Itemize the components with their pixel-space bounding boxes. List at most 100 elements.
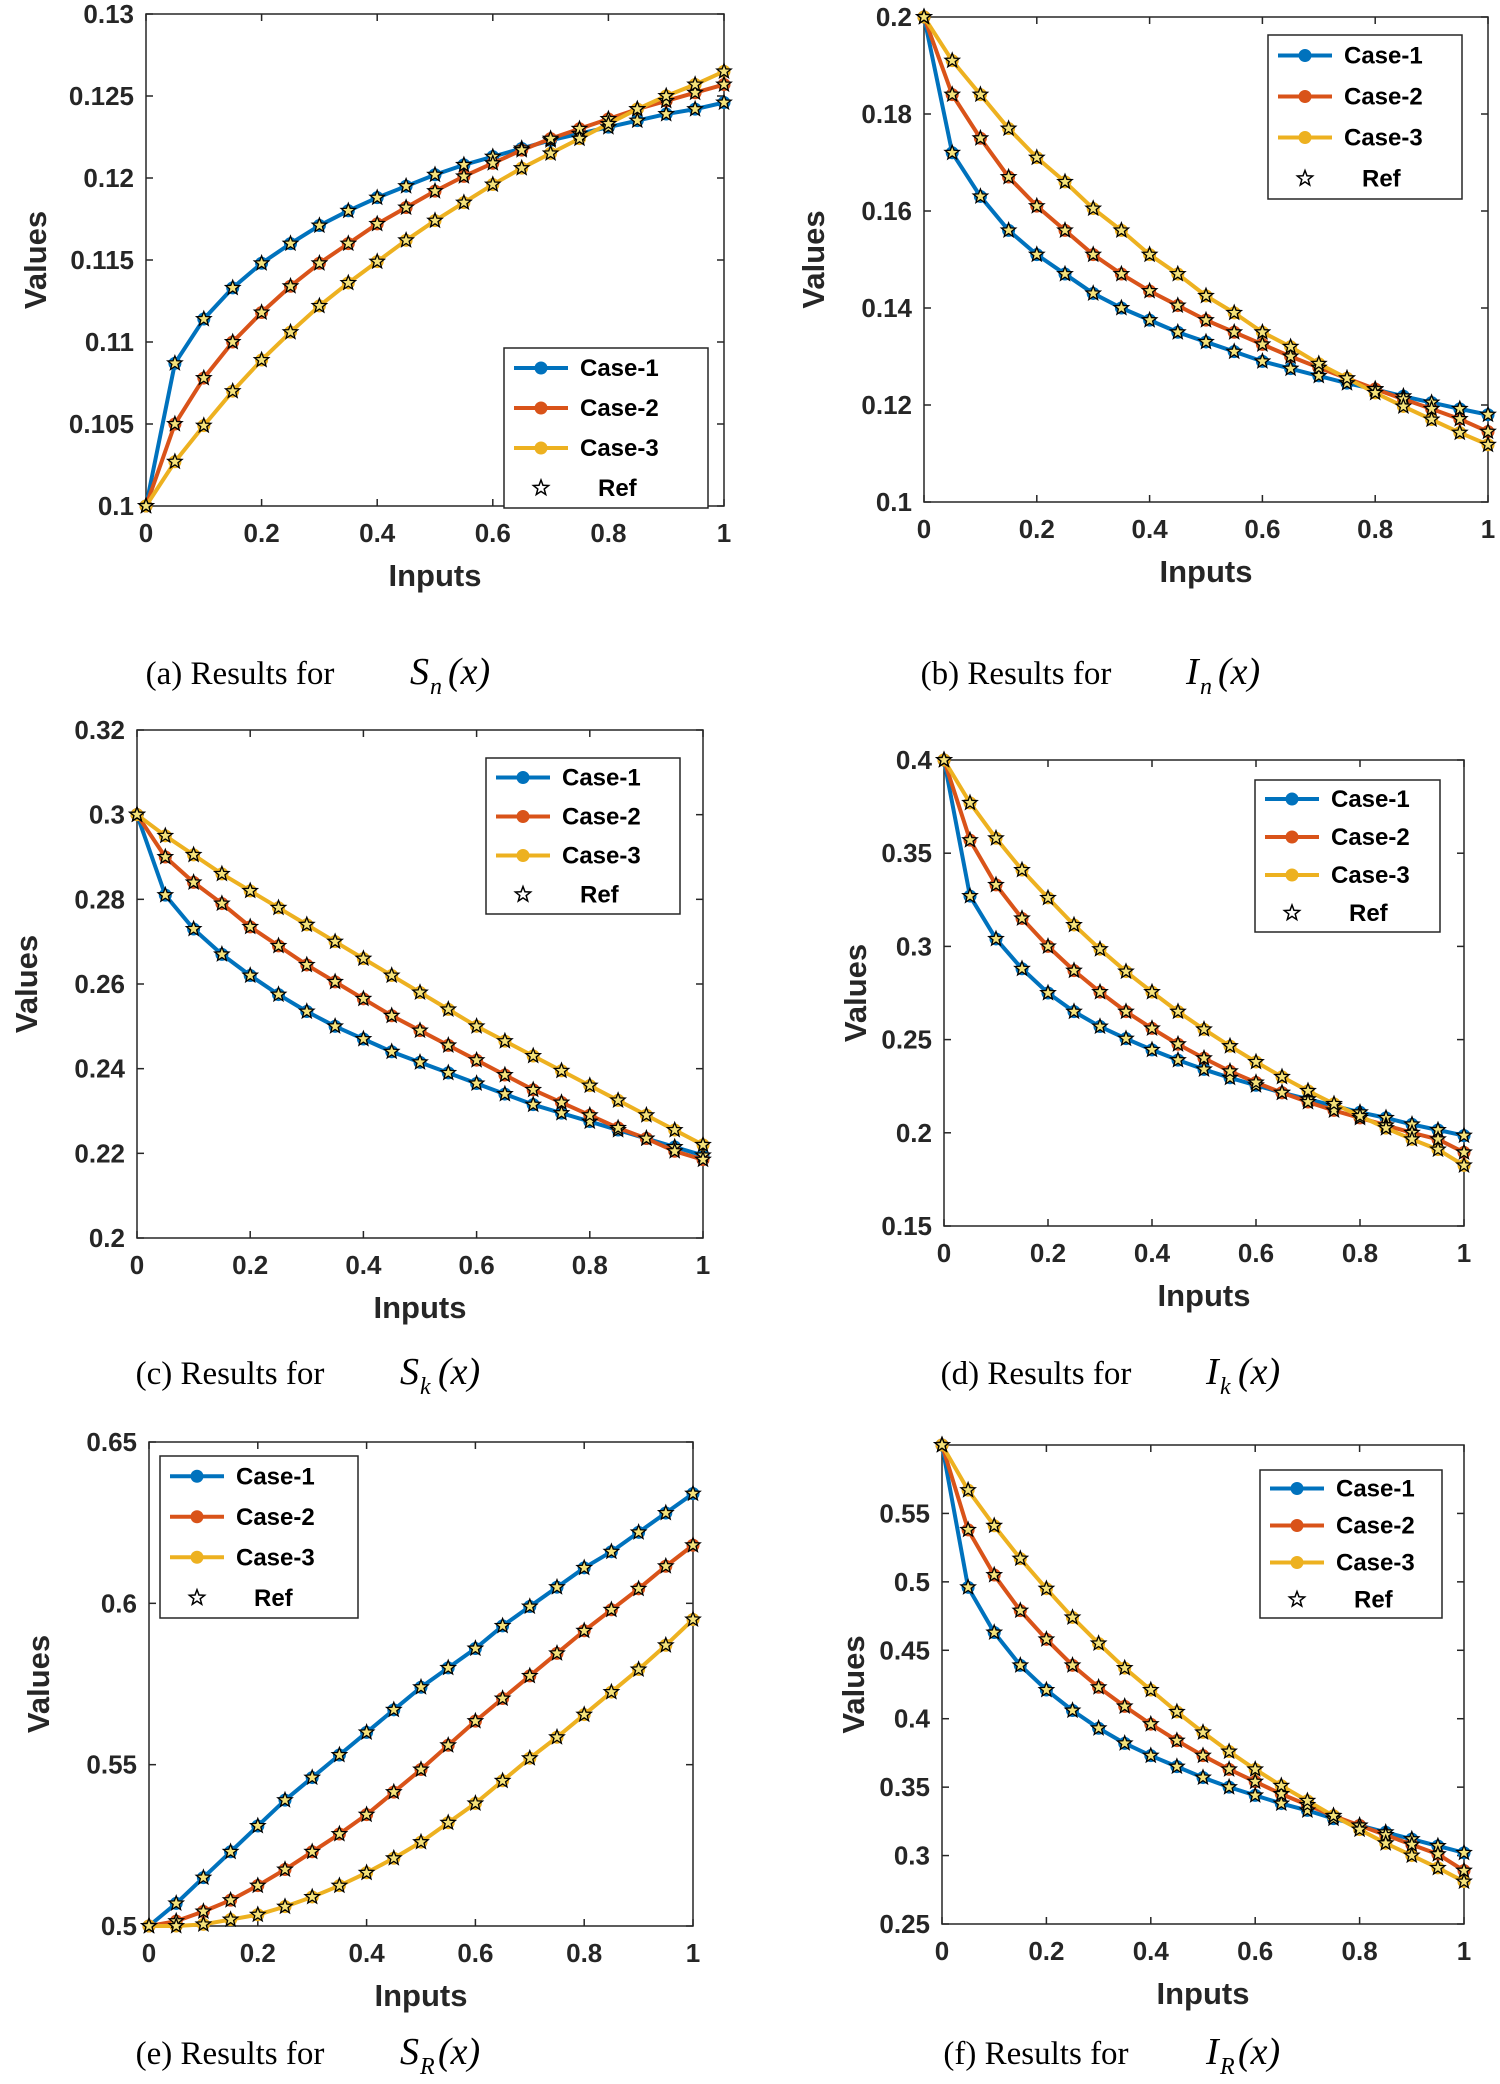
ref-marker	[1247, 1073, 1265, 1091]
ref-marker	[184, 845, 203, 863]
ref-marker	[303, 1768, 322, 1786]
ref-marker	[580, 1105, 599, 1123]
caption-argument: (x)	[1238, 1351, 1280, 1393]
y-tick-label: 0.2	[89, 1223, 125, 1253]
caption-text: (d) Results for	[941, 1356, 1132, 1392]
ref-marker	[194, 309, 213, 327]
ref-marker	[1225, 303, 1244, 321]
ref-marker	[1039, 937, 1057, 954]
x-tick-label: 0	[937, 1238, 951, 1268]
ref-marker	[694, 1135, 712, 1153]
legend-entry-label: Case-3	[580, 435, 659, 462]
ref-marker	[985, 1565, 1004, 1583]
y-tick-label: 0.32	[74, 715, 125, 745]
ref-marker	[166, 414, 184, 432]
ref-marker	[455, 193, 473, 211]
legend: Case-1 Case-2 Case-3 Ref	[1259, 1469, 1443, 1619]
y-tick-label: 0.3	[89, 800, 125, 830]
ref-marker	[167, 1916, 186, 1934]
ref-marker	[1089, 1718, 1108, 1736]
ref-marker	[985, 1516, 1004, 1534]
ref-marker	[466, 1711, 485, 1729]
ref-marker	[439, 1000, 458, 1017]
legend-swatch-marker	[534, 361, 548, 375]
caption-subscript: k	[1220, 1374, 1231, 1400]
ref-marker	[368, 252, 387, 270]
ref-marker	[194, 1868, 213, 1886]
ref-marker	[1403, 1129, 1421, 1147]
legend-entry-label: Case-3	[1331, 862, 1410, 889]
y-tick-label: 0.65	[86, 1427, 137, 1457]
ref-marker	[384, 1700, 403, 1718]
ref-marker	[520, 1666, 539, 1684]
x-tick-label: 0	[917, 514, 931, 544]
ref-marker	[1143, 1019, 1161, 1036]
ref-marker	[1063, 1655, 1082, 1673]
legend-entry-label: Ref	[1349, 900, 1389, 927]
ref-marker	[1027, 196, 1046, 214]
ref-marker	[961, 886, 979, 904]
ref-marker	[1479, 435, 1497, 453]
ref-marker	[1117, 1029, 1135, 1047]
ref-marker	[552, 1093, 571, 1111]
ref-marker	[1013, 860, 1031, 878]
ref-marker	[987, 875, 1005, 893]
ref-marker	[1084, 284, 1103, 302]
x-tick-label: 0.8	[590, 518, 626, 548]
ref-marker	[1429, 1140, 1447, 1158]
ref-marker	[1273, 1083, 1291, 1101]
ref-marker	[1455, 1872, 1473, 1890]
ref-marker	[628, 111, 647, 129]
ref-marker	[156, 826, 175, 844]
x-tick-label: 1	[1481, 514, 1495, 544]
ref-marker	[1091, 939, 1109, 957]
ref-marker	[1220, 1742, 1238, 1760]
ref-marker	[483, 153, 502, 171]
legend-ref-star	[1295, 168, 1315, 187]
ref-marker	[915, 7, 933, 25]
ref-marker	[276, 1790, 294, 1808]
ref-marker	[943, 51, 962, 69]
ref-marker	[715, 62, 733, 79]
ref-marker	[1351, 1106, 1369, 1124]
ref-marker	[248, 1816, 267, 1834]
ref-marker	[297, 955, 316, 973]
ref-marker	[629, 1579, 648, 1597]
legend-entry-label: Ref	[254, 1585, 294, 1612]
y-axis-label: Values	[18, 211, 53, 309]
caption-text: (e) Results for	[136, 2036, 325, 2072]
caption-argument: (x)	[1238, 2031, 1280, 2073]
ref-marker	[1065, 961, 1083, 979]
ref-marker	[1455, 1143, 1473, 1160]
ref-marker	[999, 119, 1018, 137]
ref-marker	[1065, 915, 1083, 933]
ref-marker	[520, 1748, 539, 1766]
chart-panel-b: 0 0.2 0.4 0.6 0.8 1 0.1 0.12 0.14 0.16 0.18 0.2 Inpu…	[796, 2, 1497, 700]
ref-marker	[1299, 1092, 1317, 1110]
legend-entry-label: Case-3	[236, 1544, 315, 1571]
ref-marker	[524, 1080, 543, 1098]
x-tick-label: 0.4	[345, 1250, 382, 1280]
ref-marker	[412, 1832, 430, 1850]
ref-marker	[213, 864, 231, 882]
ref-marker	[426, 165, 444, 183]
ref-marker	[609, 1091, 627, 1108]
ref-marker	[1220, 1759, 1238, 1777]
y-tick-label: 0.2	[896, 1118, 932, 1148]
ref-marker	[194, 1902, 213, 1920]
ref-marker	[248, 1905, 267, 1923]
x-tick-label: 0	[130, 1250, 144, 1280]
ref-marker	[330, 1745, 349, 1763]
y-tick-label: 0.3	[894, 1841, 930, 1871]
x-tick-label: 0	[935, 1936, 949, 1966]
ref-marker	[167, 1894, 186, 1911]
ref-marker	[959, 1520, 977, 1538]
ref-marker	[1141, 1714, 1160, 1732]
y-axis-label: Values	[836, 1635, 871, 1733]
ref-marker	[467, 1050, 486, 1068]
ref-marker	[1115, 1733, 1134, 1751]
ref-marker	[1325, 1101, 1343, 1119]
legend-entry-label: Case-2	[580, 395, 659, 422]
caption-text: (b) Results for	[921, 656, 1112, 692]
